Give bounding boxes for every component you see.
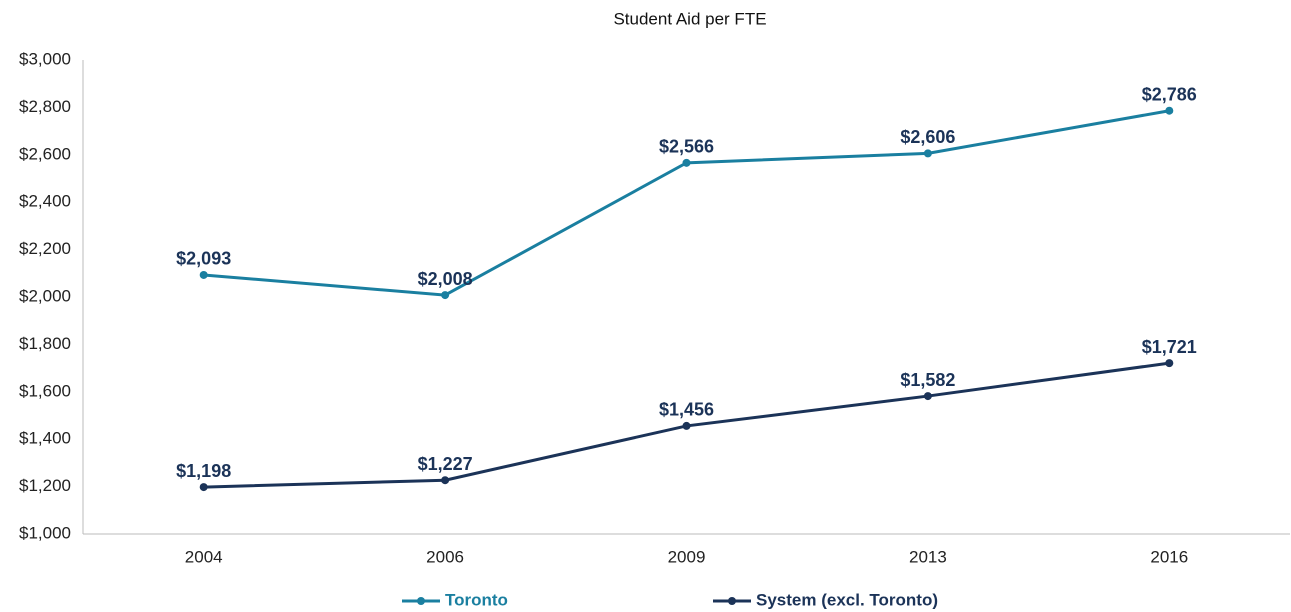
data-point [199,270,208,279]
legend-label: System (excl. Toronto) [756,590,938,609]
legend-marker [417,597,425,605]
data-label: $1,198 [176,461,231,481]
y-tick-label: $2,400 [19,192,71,211]
y-tick-label: $1,200 [19,476,71,495]
chart-title: Student Aid per FTE [613,9,766,28]
data-label: $1,227 [418,454,473,474]
data-label: $2,786 [1142,84,1197,104]
y-tick-label: $1,000 [19,523,71,542]
y-tick-label: $2,800 [19,97,71,116]
data-point [682,158,691,167]
data-label: $2,566 [659,137,714,157]
y-tick-label: $1,400 [19,429,71,448]
data-point [923,392,932,401]
data-label: $2,093 [176,249,231,269]
y-tick-label: $3,000 [19,49,71,68]
y-tick-label: $2,600 [19,144,71,163]
data-point [1165,106,1174,115]
x-tick-label: 2009 [668,547,706,566]
data-label: $1,582 [900,370,955,390]
data-label: $2,606 [900,127,955,147]
data-point [923,149,932,158]
y-tick-label: $2,000 [19,286,71,305]
y-tick-label: $1,800 [19,334,71,353]
x-tick-label: 2013 [909,547,947,566]
x-tick-label: 2004 [185,547,223,566]
data-point [441,291,450,300]
legend-marker [728,597,736,605]
data-point [1165,359,1174,368]
x-tick-label: 2006 [426,547,464,566]
data-label: $2,008 [418,269,473,289]
legend-label: Toronto [445,590,508,609]
data-point [682,421,691,430]
x-tick-label: 2016 [1150,547,1188,566]
y-tick-label: $1,600 [19,381,71,400]
data-label: $1,456 [659,400,714,420]
data-point [199,483,208,492]
data-label: $1,721 [1142,337,1197,357]
y-tick-label: $2,200 [19,239,71,258]
data-point [441,476,450,485]
